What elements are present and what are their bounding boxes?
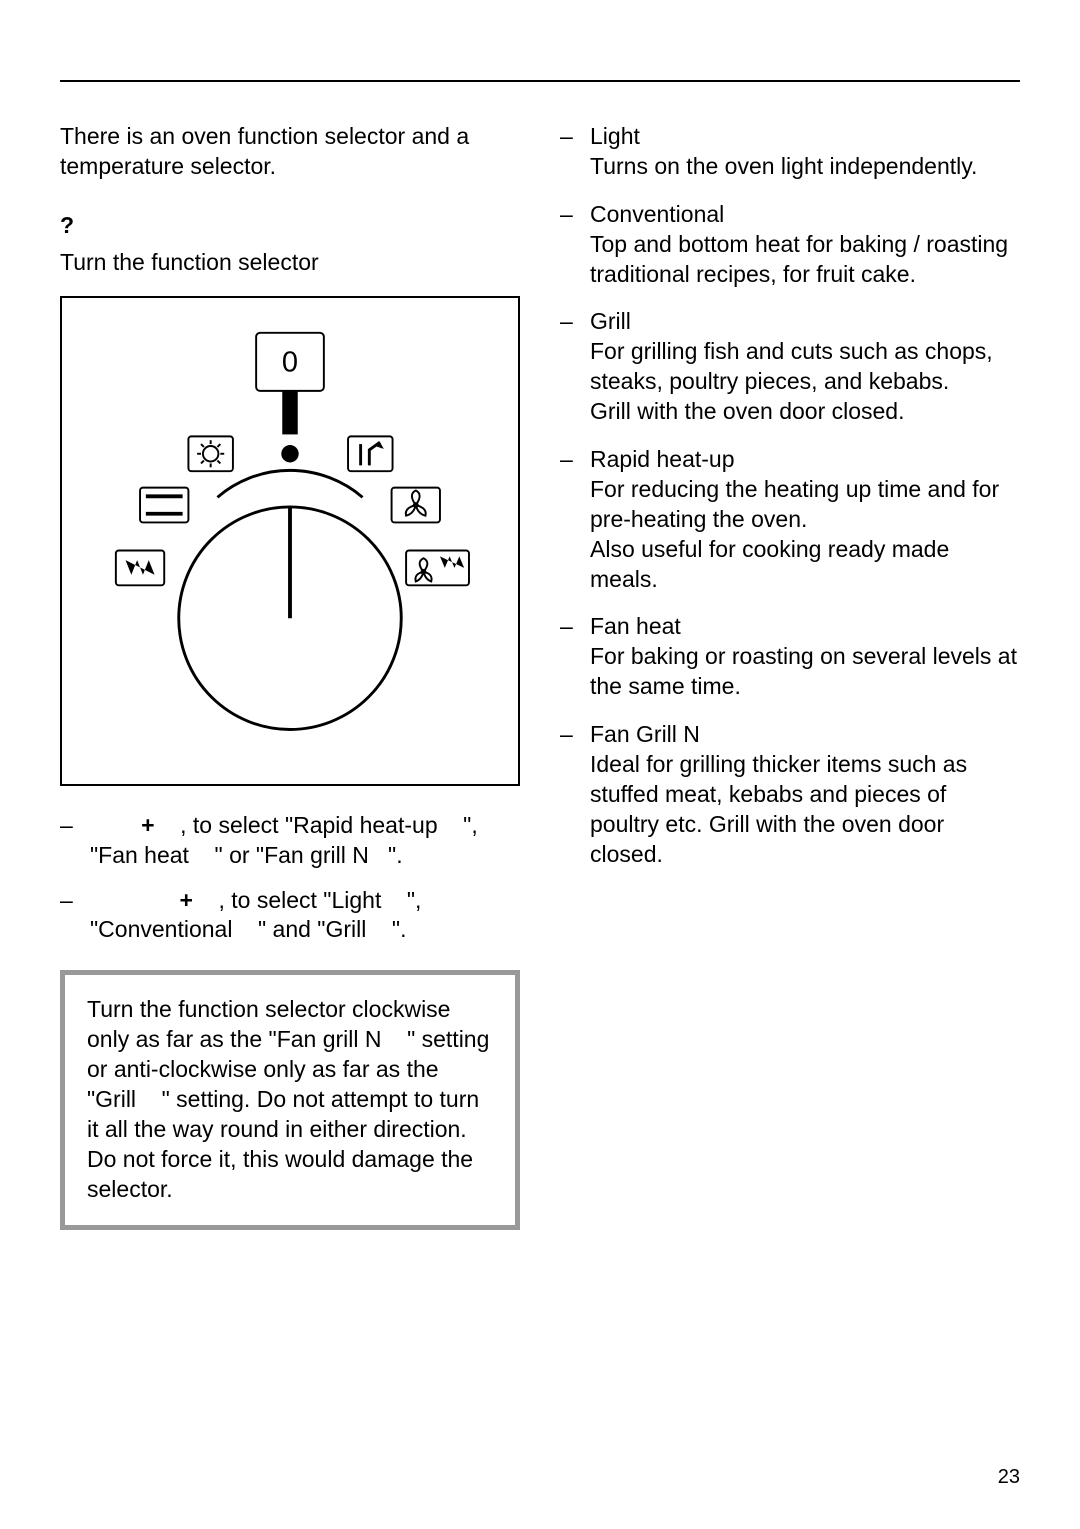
- list-item: + , to select "Light ", "Conventional " …: [60, 886, 520, 946]
- list-item: Fan heat For baking or roasting on sever…: [560, 612, 1020, 702]
- list-item: Rapid heat-up For reducing the heating u…: [560, 445, 1020, 594]
- top-arc: [217, 470, 362, 497]
- selector-svg: 0: [82, 328, 498, 744]
- center-dot: [281, 445, 298, 462]
- instruction-text: Turn the function selector: [60, 249, 520, 276]
- list-item: Light Turns on the oven light independen…: [560, 122, 1020, 182]
- grill-icon-box: [116, 550, 164, 585]
- function-title: Conventional: [590, 200, 1020, 230]
- selector-diagram: 0: [60, 296, 520, 786]
- warning-box: Turn the function selector clockwise onl…: [60, 970, 520, 1229]
- function-desc: For grilling fish and cuts such as chops…: [590, 337, 1020, 427]
- top-divider: [60, 80, 1020, 82]
- function-title: Grill: [590, 307, 1020, 337]
- stem: [282, 391, 297, 435]
- conventional-icon-box: [140, 487, 188, 522]
- function-desc: For baking or roasting on several levels…: [590, 642, 1020, 702]
- function-title: Rapid heat-up: [590, 445, 1020, 475]
- list-item: Fan Grill N Ideal for grilling thicker i…: [560, 720, 1020, 869]
- function-desc: Top and bottom heat for baking / roastin…: [590, 230, 1020, 290]
- function-title: Fan Grill N: [590, 720, 1020, 750]
- function-desc: For reducing the heating up time and for…: [590, 475, 1020, 595]
- page-number: 23: [998, 1466, 1020, 1489]
- function-title: Fan heat: [590, 612, 1020, 642]
- zero-label: 0: [282, 346, 298, 378]
- list-item: + , to select "Rapid heat-up ", "Fan hea…: [60, 811, 520, 871]
- intro-text: There is an oven function selector and a…: [60, 122, 520, 182]
- question-mark: ?: [60, 212, 520, 239]
- content-columns: There is an oven function selector and a…: [60, 122, 1020, 1230]
- list-item: Grill For grilling fish and cuts such as…: [560, 307, 1020, 427]
- function-desc: Turns on the oven light independently.: [590, 152, 1020, 182]
- light-icon-bulb: [203, 446, 218, 461]
- grill-zigzag: [126, 560, 155, 575]
- bullet-plus: +: [90, 887, 193, 913]
- right-column: Light Turns on the oven light independen…: [560, 122, 1020, 1230]
- function-desc: Ideal for grilling thicker items such as…: [590, 750, 1020, 870]
- list-item: Conventional Top and bottom heat for bak…: [560, 200, 1020, 290]
- bullet-plus: +: [90, 812, 155, 838]
- direction-list: + , to select "Rapid heat-up ", "Fan hea…: [60, 811, 520, 946]
- function-list: Light Turns on the oven light independen…: [560, 122, 1020, 870]
- function-title: Light: [590, 122, 1020, 152]
- left-column: There is an oven function selector and a…: [60, 122, 520, 1230]
